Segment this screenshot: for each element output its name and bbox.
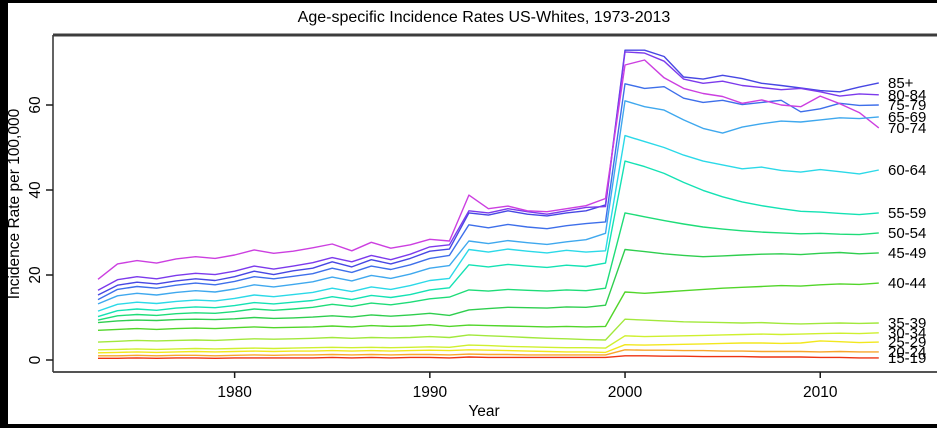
y-axis-title: Incidence Rate per 100,000: [6, 108, 23, 299]
series-line-60-64: [97, 134, 879, 312]
series-label-30-34: 30-34: [888, 325, 926, 342]
series-line-45-49: [97, 248, 879, 324]
x-tick-label: 2010: [803, 384, 838, 401]
chart-title: Age-specific Incidence Rates US-Whites, …: [298, 9, 671, 26]
series-label-75-79: 75-79: [888, 97, 926, 114]
series-line-20-24: [98, 349, 879, 357]
series-line-40-44: [97, 282, 879, 331]
x-tick-label: 2000: [608, 384, 643, 401]
series-line-55-59: [97, 160, 879, 318]
series-line-75-79: [97, 83, 879, 301]
series-label-20-24: 20-24: [888, 344, 926, 361]
series-line-25-29: [97, 340, 879, 354]
series-label-60-64: 60-64: [888, 162, 926, 179]
series-line-35-39: [97, 318, 879, 343]
series-label-35-39: 35-39: [888, 315, 926, 332]
series-label-55-59: 55-59: [888, 205, 926, 222]
series-label-65-69: 65-69: [888, 109, 926, 126]
series-line-50-54: [97, 212, 879, 321]
series-label-70-74: 70-74: [888, 120, 926, 137]
x-tick-label: 1980: [217, 384, 252, 401]
series-line-80-84: [97, 51, 879, 291]
series-line-85+: [97, 49, 879, 296]
series-label-45-49: 45-49: [888, 245, 926, 262]
series-line-70-74: [97, 59, 880, 280]
y-tick-label: 0: [27, 355, 44, 364]
series-line-15-19: [98, 355, 879, 359]
series-line-30-34: [97, 332, 879, 351]
series-label-25-29: 25-29: [888, 334, 926, 351]
series-label-50-54: 50-54: [888, 225, 926, 242]
series-label-80-84: 80-84: [888, 87, 926, 104]
series-label-15-19: 15-19: [888, 350, 926, 367]
series-line-65-69: [97, 100, 879, 305]
x-tick-label: 1990: [413, 384, 448, 401]
x-axis-title: Year: [468, 403, 499, 420]
series-label-40-44: 40-44: [888, 275, 926, 292]
series-label-85+: 85+: [888, 75, 914, 92]
y-tick-label: 20: [27, 266, 44, 284]
y-tick-label: 40: [27, 181, 44, 199]
y-tick-label: 60: [27, 96, 44, 114]
